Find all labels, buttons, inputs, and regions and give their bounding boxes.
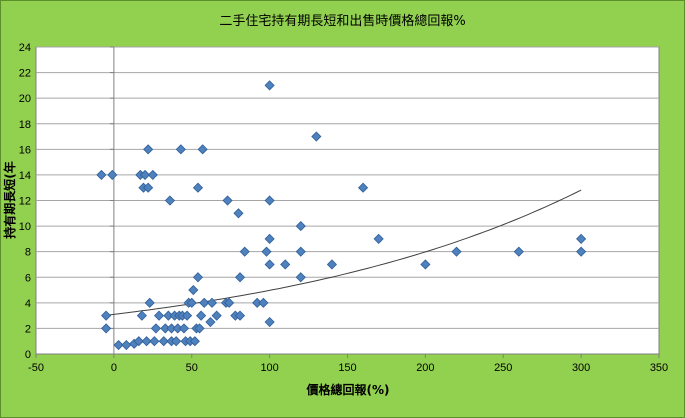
data-point: [113, 339, 124, 351]
x-tick-label: 250: [494, 362, 512, 374]
y-tick-label: 24: [19, 42, 31, 54]
data-point: [295, 221, 306, 232]
data-point: [258, 297, 269, 308]
data-point: [141, 336, 152, 347]
data-point: [199, 297, 210, 308]
chart-title: 二手住宅持有期長短和出售時價格總回報%: [219, 14, 466, 29]
y-tick-label: 8: [25, 247, 31, 259]
data-point: [224, 297, 235, 308]
y-tick-label: 22: [19, 68, 31, 80]
data-point: [150, 323, 161, 334]
trendline: [106, 189, 582, 316]
data-point: [107, 169, 118, 180]
x-tick-label: 350: [650, 362, 668, 374]
y-tick-label: 14: [19, 170, 31, 182]
data-point: [101, 323, 112, 334]
y-tick-label: 6: [25, 272, 31, 284]
data-point: [143, 144, 154, 155]
data-point: [194, 323, 205, 334]
data-point: [222, 195, 233, 206]
x-tick-label: 200: [416, 362, 434, 374]
data-point: [192, 272, 204, 283]
data-point: [239, 246, 250, 257]
data-point: [295, 246, 306, 257]
data-point: [158, 336, 169, 347]
data-point: [451, 246, 462, 257]
data-point: [205, 316, 216, 328]
data-point: [420, 259, 431, 270]
data-point: [182, 310, 193, 321]
x-tick-label: -50: [28, 362, 44, 374]
data-point: [153, 310, 165, 321]
x-tick-label: 150: [338, 362, 356, 374]
axes: [35, 46, 660, 358]
data-point: [326, 259, 337, 270]
data-point: [133, 336, 144, 347]
data-point: [233, 208, 244, 219]
y-tick-label: 10: [19, 221, 31, 233]
data-point: [358, 182, 369, 193]
x-axis-title: 價格總回報(%): [306, 382, 390, 397]
data-point: [149, 336, 160, 347]
data-point: [373, 233, 384, 244]
data-point: [178, 323, 190, 334]
data-point: [513, 246, 524, 257]
data-point: [576, 233, 587, 244]
data-points: [96, 80, 587, 351]
data-point: [295, 272, 306, 283]
y-tick-label: 12: [19, 196, 31, 208]
data-point: [264, 80, 275, 91]
data-point: [144, 297, 155, 308]
y-tick-label: 18: [19, 119, 31, 131]
y-tick-label: 0: [25, 349, 31, 361]
x-tick-label: 300: [572, 362, 590, 374]
data-point: [192, 182, 204, 193]
data-point: [188, 284, 199, 296]
y-axis-title: 持有期長短(年: [2, 161, 17, 239]
data-point: [206, 297, 218, 308]
data-point: [280, 259, 291, 270]
data-point: [234, 310, 246, 321]
y-tick-label: 4: [25, 298, 31, 310]
y-tick-label: 2: [25, 323, 31, 335]
data-point: [264, 195, 275, 206]
data-point: [189, 336, 200, 347]
data-point: [264, 259, 275, 270]
x-tick-label: 100: [260, 362, 278, 374]
y-tick-label: 16: [19, 144, 31, 156]
y-tick-label: 20: [19, 93, 31, 105]
data-point: [311, 131, 322, 142]
data-point: [211, 310, 222, 321]
data-point: [171, 336, 182, 347]
x-tick-label: 50: [186, 362, 198, 374]
data-point: [186, 297, 197, 308]
data-point: [101, 310, 112, 321]
data-point: [136, 310, 147, 321]
data-point: [197, 144, 208, 155]
x-tick-label: 0: [111, 362, 117, 374]
data-point: [96, 169, 107, 180]
data-point: [164, 195, 176, 206]
data-point: [576, 246, 587, 257]
trendline-group: [106, 189, 582, 316]
data-point: [234, 272, 246, 283]
data-point: [264, 316, 275, 328]
data-point: [175, 144, 186, 155]
data-point: [139, 169, 151, 180]
data-point: [264, 233, 275, 244]
data-point: [196, 310, 207, 321]
data-point: [143, 182, 154, 193]
data-point: [147, 169, 158, 180]
data-point: [261, 246, 272, 257]
